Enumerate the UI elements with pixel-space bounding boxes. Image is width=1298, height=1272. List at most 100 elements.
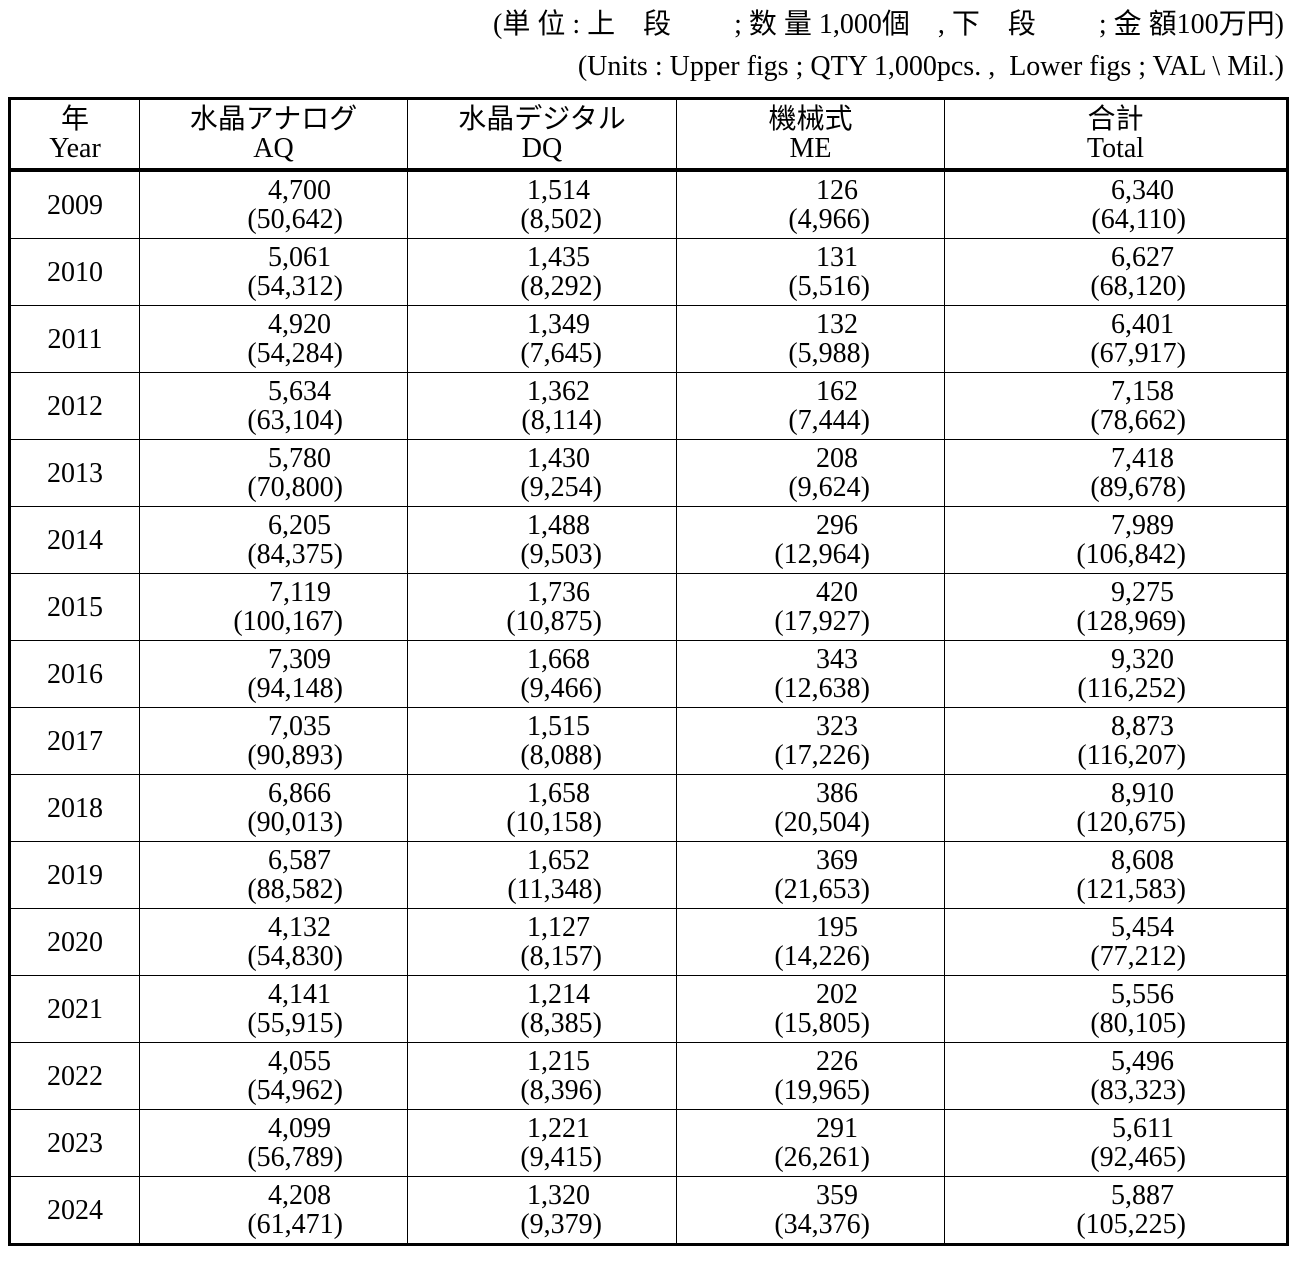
value-cell: 5,496 (83,323) bbox=[944, 1042, 1288, 1110]
value-cell: 5,887 (105,225) bbox=[944, 1176, 1288, 1245]
value-cell: 1,349 (7,645) bbox=[407, 305, 677, 373]
value-cell: 291 (26,261) bbox=[676, 1109, 945, 1177]
quantity: 162 bbox=[816, 376, 858, 407]
value-cell: 1,127 (8,157) bbox=[407, 908, 677, 976]
data-row: 2018 6,866 (90,013) 1,658 (10,158) 386 (20,504… bbox=[9, 774, 1288, 842]
column-header-en: AQ bbox=[253, 133, 294, 164]
quantity: 6,587 bbox=[268, 845, 331, 876]
value-cell: 5,634 (63,104) bbox=[139, 372, 408, 440]
quantity: 132 bbox=[816, 309, 858, 340]
quantity: 6,205 bbox=[268, 510, 331, 541]
value: (10,875) bbox=[506, 606, 602, 637]
value-cell: 162 (7,444) bbox=[676, 372, 945, 440]
quantity: 1,127 bbox=[527, 912, 590, 943]
value: (8,292) bbox=[520, 271, 602, 302]
data-row: 2024 4,208 (61,471) 1,320 (9,379) 359 (34,376)… bbox=[9, 1176, 1288, 1245]
quantity: 1,349 bbox=[527, 309, 590, 340]
quantity: 7,989 bbox=[1111, 510, 1174, 541]
year-cell: 2013 bbox=[9, 439, 140, 507]
data-row: 2020 4,132 (54,830) 1,127 (8,157) 195 (14,226)… bbox=[9, 908, 1288, 976]
quantity: 420 bbox=[816, 577, 858, 608]
value-cell: 6,587 (88,582) bbox=[139, 841, 408, 909]
value: (55,915) bbox=[247, 1008, 343, 1039]
value-cell: 1,320 (9,379) bbox=[407, 1176, 677, 1245]
value-cell: 5,556 (80,105) bbox=[944, 975, 1288, 1043]
value: (92,465) bbox=[1090, 1142, 1186, 1173]
value: (105,225) bbox=[1076, 1209, 1186, 1240]
quantity: 4,700 bbox=[268, 175, 331, 206]
value: (14,226) bbox=[774, 941, 870, 972]
quantity: 1,221 bbox=[527, 1113, 590, 1144]
value: (8,385) bbox=[520, 1008, 602, 1039]
value: (9,624) bbox=[788, 472, 870, 503]
data-row: 2010 5,061 (54,312) 1,435 (8,292) 131 (5,516) 6… bbox=[9, 238, 1288, 306]
value-cell: 296 (12,964) bbox=[676, 506, 945, 574]
value: (90,013) bbox=[247, 807, 343, 838]
value: (12,638) bbox=[774, 673, 870, 704]
quantity: 386 bbox=[816, 778, 858, 809]
value: (9,254) bbox=[520, 472, 602, 503]
value-cell: 131 (5,516) bbox=[676, 238, 945, 306]
header-row: 年 Year 水晶アナログ AQ 水晶デジタル DQ 機械式 ME 合計 Total bbox=[9, 98, 1288, 172]
quantity: 1,320 bbox=[527, 1180, 590, 1211]
quantity: 208 bbox=[816, 443, 858, 474]
units-line-jp: (単 位 : 上 段 ; 数 量 1,000個 , 下 段 ; 金 額100万円… bbox=[493, 9, 1284, 40]
data-row: 2014 6,205 (84,375) 1,488 (9,503) 296 (12,964)… bbox=[9, 506, 1288, 574]
quantity: 1,736 bbox=[527, 577, 590, 608]
value-cell: 7,418 (89,678) bbox=[944, 439, 1288, 507]
value-cell: 7,309 (94,148) bbox=[139, 640, 408, 708]
column-header: 年 Year bbox=[9, 98, 140, 172]
value: (21,653) bbox=[774, 874, 870, 905]
value: (15,805) bbox=[774, 1008, 870, 1039]
value-cell: 1,658 (10,158) bbox=[407, 774, 677, 842]
value-cell: 8,873 (116,207) bbox=[944, 707, 1288, 775]
value: (121,583) bbox=[1076, 874, 1186, 905]
value: (9,466) bbox=[520, 673, 602, 704]
quantity: 8,608 bbox=[1111, 845, 1174, 876]
quantity: 9,320 bbox=[1111, 644, 1174, 675]
value: (9,503) bbox=[520, 539, 602, 570]
value-cell: 132 (5,988) bbox=[676, 305, 945, 373]
value-cell: 8,910 (120,675) bbox=[944, 774, 1288, 842]
value-cell: 343 (12,638) bbox=[676, 640, 945, 708]
quantity: 5,454 bbox=[1111, 912, 1174, 943]
value-cell: 7,989 (106,842) bbox=[944, 506, 1288, 574]
quantity: 7,158 bbox=[1111, 376, 1174, 407]
value: (54,962) bbox=[247, 1075, 343, 1106]
value: (80,105) bbox=[1090, 1008, 1186, 1039]
quantity: 4,920 bbox=[268, 309, 331, 340]
value-cell: 1,514 (8,502) bbox=[407, 169, 677, 239]
value-cell: 208 (9,624) bbox=[676, 439, 945, 507]
year-cell: 2024 bbox=[9, 1176, 140, 1245]
quantity: 1,214 bbox=[527, 979, 590, 1010]
quantity: 195 bbox=[816, 912, 858, 943]
value-cell: 202 (15,805) bbox=[676, 975, 945, 1043]
data-row: 2015 7,119 (100,167) 1,736 (10,875) 420 (17,92… bbox=[9, 573, 1288, 641]
value-cell: 126 (4,966) bbox=[676, 169, 945, 239]
value: (17,927) bbox=[774, 606, 870, 637]
quantity: 1,652 bbox=[527, 845, 590, 876]
quantity: 291 bbox=[816, 1113, 858, 1144]
value-cell: 7,158 (78,662) bbox=[944, 372, 1288, 440]
value: (56,789) bbox=[247, 1142, 343, 1173]
year-cell: 2014 bbox=[9, 506, 140, 574]
data-row: 2011 4,920 (54,284) 1,349 (7,645) 132 (5,988) 6… bbox=[9, 305, 1288, 373]
quantity: 8,873 bbox=[1111, 711, 1174, 742]
quantity: 7,309 bbox=[268, 644, 331, 675]
value-cell: 9,320 (116,252) bbox=[944, 640, 1288, 708]
column-header: 機械式 ME bbox=[676, 98, 945, 172]
value-cell: 1,430 (9,254) bbox=[407, 439, 677, 507]
quantity: 5,496 bbox=[1111, 1046, 1174, 1077]
column-header: 合計 Total bbox=[944, 98, 1288, 172]
value-cell: 5,611 (92,465) bbox=[944, 1109, 1288, 1177]
quantity: 9,275 bbox=[1111, 577, 1174, 608]
value-cell: 4,055 (54,962) bbox=[139, 1042, 408, 1110]
quantity: 6,627 bbox=[1111, 242, 1174, 273]
value-cell: 4,920 (54,284) bbox=[139, 305, 408, 373]
value: (78,662) bbox=[1090, 405, 1186, 436]
value: (94,148) bbox=[247, 673, 343, 704]
value-cell: 6,401 (67,917) bbox=[944, 305, 1288, 373]
quantity: 5,780 bbox=[268, 443, 331, 474]
value: (90,893) bbox=[247, 740, 343, 771]
